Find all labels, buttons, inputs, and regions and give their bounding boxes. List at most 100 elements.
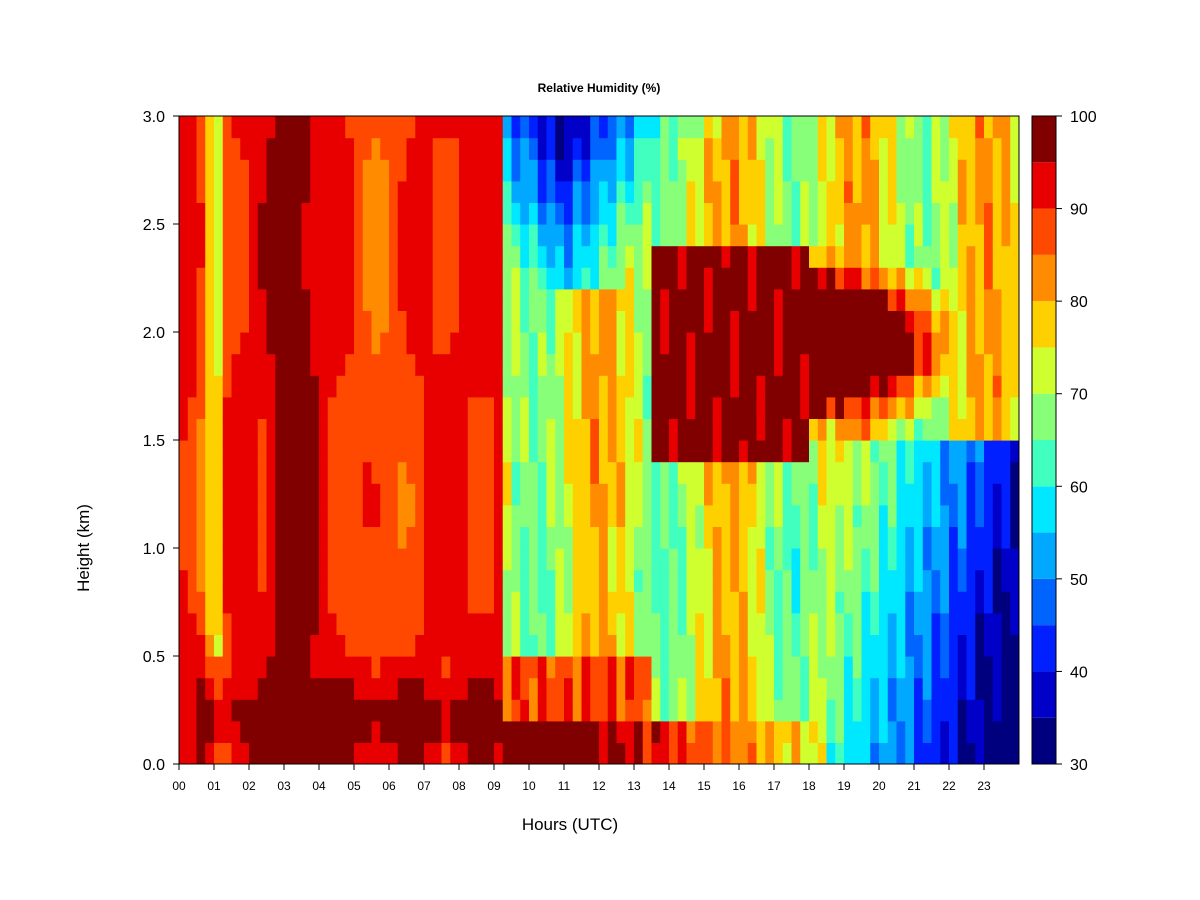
- heatmap-cell: [511, 288, 521, 311]
- heatmap-cell: [642, 677, 653, 700]
- heatmap-cell: [196, 267, 206, 290]
- heatmap-cell: [345, 267, 355, 290]
- x-tick-label: 00: [172, 779, 186, 793]
- heatmap-cell: [835, 720, 845, 743]
- heatmap-cell: [765, 245, 775, 268]
- heatmap-cell: [686, 353, 696, 376]
- heatmap-cell: [424, 440, 434, 463]
- heatmap-cell: [275, 742, 285, 764]
- heatmap-cell: [537, 699, 548, 722]
- heatmap-cell: [887, 224, 898, 247]
- heatmap-cell: [257, 656, 268, 679]
- heatmap-cell: [327, 634, 338, 657]
- heatmap-cell: [809, 267, 819, 290]
- heatmap-cell: [529, 180, 539, 203]
- heatmap-cell: [791, 396, 801, 419]
- heatmap-cell: [389, 656, 399, 679]
- heatmap-cell: [205, 245, 215, 268]
- heatmap-cell: [240, 224, 250, 247]
- heatmap-cell: [485, 180, 495, 203]
- heatmap-cell: [774, 288, 784, 311]
- heatmap-cell: [179, 461, 189, 484]
- heatmap-cell: [249, 699, 259, 722]
- heatmap-cell: [721, 483, 731, 506]
- heatmap-cell: [284, 245, 294, 268]
- heatmap-cell: [747, 699, 758, 722]
- heatmap-cell: [922, 418, 933, 441]
- heatmap-cell: [730, 742, 740, 764]
- colorbar-tick-label: 30: [1070, 757, 1088, 774]
- heatmap-cell: [844, 656, 854, 679]
- heatmap-cell: [319, 418, 329, 441]
- heatmap-cell: [870, 310, 880, 333]
- heatmap-cell: [450, 699, 460, 722]
- heatmap-cell: [336, 180, 346, 203]
- heatmap-cell: [844, 288, 854, 311]
- heatmap-cell: [354, 461, 364, 484]
- heatmap-cell: [931, 483, 941, 506]
- heatmap-cell: [721, 267, 731, 290]
- heatmap-cell: [739, 483, 749, 506]
- heatmap-cell: [415, 310, 425, 333]
- heatmap-cell: [896, 224, 906, 247]
- heatmap-cell: [301, 526, 311, 549]
- heatmap-cell: [310, 656, 320, 679]
- y-tick-label: 1.0: [143, 541, 165, 558]
- heatmap-cell: [835, 137, 845, 160]
- heatmap-cell: [467, 677, 478, 700]
- heatmap-cell: [581, 656, 591, 679]
- heatmap-cell: [511, 526, 521, 549]
- heatmap-cell: [765, 116, 775, 139]
- heatmap-cell: [284, 720, 294, 743]
- heatmap-cell: [704, 548, 714, 571]
- heatmap-cell: [441, 483, 451, 506]
- heatmap-cell: [966, 353, 976, 376]
- heatmap-cell: [179, 591, 189, 614]
- heatmap-cell: [467, 159, 478, 182]
- heatmap-cell: [896, 569, 906, 592]
- heatmap-cell: [476, 699, 486, 722]
- heatmap-cell: [319, 569, 329, 592]
- x-tick-label: 20: [872, 779, 886, 793]
- heatmap-cell: [616, 504, 626, 527]
- heatmap-cell: [406, 288, 416, 311]
- heatmap-cell: [590, 267, 600, 290]
- heatmap-cell: [730, 461, 740, 484]
- heatmap-cell: [607, 353, 618, 376]
- heatmap-cell: [949, 742, 959, 764]
- heatmap-cell: [852, 656, 863, 679]
- heatmap-cell: [704, 224, 714, 247]
- heatmap-cell: [826, 224, 836, 247]
- heatmap-cell: [782, 375, 793, 398]
- heatmap-cell: [529, 396, 539, 419]
- heatmap-cell: [485, 375, 495, 398]
- heatmap-cell: [362, 224, 373, 247]
- heatmap-cell: [677, 569, 688, 592]
- heatmap-cell: [415, 180, 425, 203]
- heatmap-cell: [616, 548, 626, 571]
- heatmap-cell: [1010, 440, 1019, 463]
- heatmap-cell: [371, 440, 381, 463]
- heatmap-cell: [590, 310, 600, 333]
- heatmap-cell: [949, 267, 959, 290]
- heatmap-cell: [336, 483, 346, 506]
- heatmap-cell: [800, 461, 810, 484]
- heatmap-cell: [354, 591, 364, 614]
- heatmap-cell: [301, 310, 311, 333]
- heatmap-cell: [257, 180, 268, 203]
- heatmap-cell: [616, 677, 626, 700]
- heatmap-cell: [415, 375, 425, 398]
- heatmap-cell: [791, 591, 801, 614]
- heatmap-cell: [957, 396, 968, 419]
- heatmap-cell: [739, 202, 749, 225]
- heatmap-cell: [992, 656, 1003, 679]
- heatmap-cell: [782, 720, 793, 743]
- heatmap-cell: [205, 461, 215, 484]
- heatmap-cell: [441, 202, 451, 225]
- heatmap-cell: [406, 375, 416, 398]
- heatmap-cell: [415, 591, 425, 614]
- heatmap-cell: [380, 504, 390, 527]
- heatmap-cell: [660, 677, 670, 700]
- heatmap-cell: [765, 137, 775, 160]
- heatmap-cell: [992, 202, 1003, 225]
